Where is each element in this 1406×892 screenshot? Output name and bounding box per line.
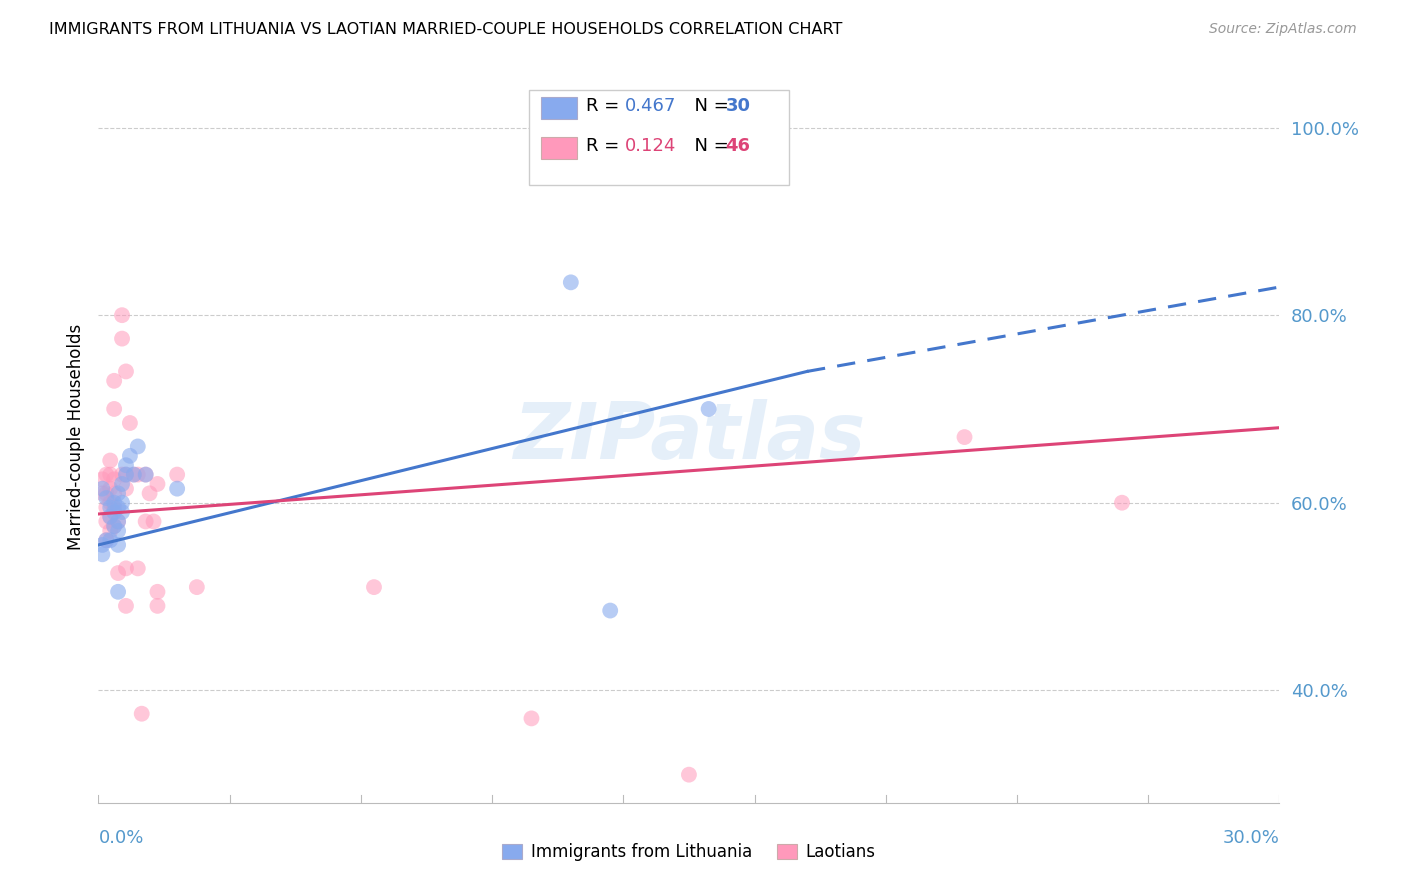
Text: 30.0%: 30.0%	[1223, 829, 1279, 847]
Point	[953, 430, 976, 444]
Point	[103, 505, 125, 519]
Point	[107, 538, 129, 552]
Point	[135, 467, 157, 482]
Point	[118, 416, 141, 430]
Point	[166, 467, 188, 482]
Point	[103, 486, 125, 500]
Point	[98, 533, 121, 548]
Point	[103, 500, 125, 515]
Point	[166, 482, 188, 496]
Point	[599, 603, 621, 617]
Point	[91, 547, 114, 561]
Point	[131, 706, 153, 721]
Point	[103, 496, 125, 510]
Point	[127, 561, 149, 575]
Text: N =: N =	[683, 96, 734, 115]
Point	[107, 500, 129, 515]
Point	[103, 519, 125, 533]
Text: ZIPatlas: ZIPatlas	[513, 399, 865, 475]
Point	[91, 486, 114, 500]
Point	[146, 477, 169, 491]
Point	[135, 515, 157, 529]
Text: R =: R =	[586, 96, 626, 115]
Y-axis label: Married-couple Households: Married-couple Households	[66, 324, 84, 550]
Point	[138, 486, 160, 500]
Point	[107, 486, 129, 500]
Point	[107, 566, 129, 580]
Point	[111, 332, 134, 346]
Point	[98, 509, 121, 524]
Point	[96, 533, 118, 548]
Point	[96, 467, 118, 482]
Point	[142, 515, 165, 529]
Point	[103, 519, 125, 533]
Point	[118, 449, 141, 463]
Point	[520, 711, 543, 725]
Text: 46: 46	[725, 137, 751, 155]
Point	[103, 472, 125, 486]
Point	[363, 580, 385, 594]
Point	[107, 515, 129, 529]
Point	[91, 482, 114, 496]
Point	[103, 401, 125, 416]
Point	[115, 467, 138, 482]
Point	[96, 486, 118, 500]
Point	[98, 467, 121, 482]
Point	[96, 491, 118, 505]
Point	[1111, 496, 1133, 510]
Point	[111, 496, 134, 510]
Text: IMMIGRANTS FROM LITHUANIA VS LAOTIAN MARRIED-COUPLE HOUSEHOLDS CORRELATION CHART: IMMIGRANTS FROM LITHUANIA VS LAOTIAN MAR…	[49, 22, 842, 37]
Text: 30: 30	[725, 96, 751, 115]
Point	[135, 467, 157, 482]
Point	[107, 515, 129, 529]
Point	[115, 458, 138, 473]
Point	[697, 401, 720, 416]
Point	[98, 453, 121, 467]
Point	[146, 599, 169, 613]
Point	[122, 467, 145, 482]
Text: Source: ZipAtlas.com: Source: ZipAtlas.com	[1209, 22, 1357, 37]
FancyBboxPatch shape	[541, 137, 576, 159]
Point	[186, 580, 208, 594]
FancyBboxPatch shape	[530, 90, 789, 185]
Point	[115, 364, 138, 378]
Point	[91, 538, 114, 552]
Point	[115, 482, 138, 496]
Point	[107, 584, 129, 599]
Point	[115, 599, 138, 613]
Point	[96, 533, 118, 548]
Point	[103, 374, 125, 388]
Point	[146, 584, 169, 599]
Point	[98, 496, 121, 510]
Text: 0.0%: 0.0%	[98, 829, 143, 847]
Point	[115, 467, 138, 482]
Point	[98, 509, 121, 524]
Point	[98, 524, 121, 538]
Text: 0.124: 0.124	[626, 137, 676, 155]
Point	[96, 500, 118, 515]
Legend: Immigrants from Lithuania, Laotians: Immigrants from Lithuania, Laotians	[496, 837, 882, 868]
Point	[111, 505, 134, 519]
Point	[115, 561, 138, 575]
Point	[560, 276, 582, 290]
Point	[111, 467, 134, 482]
Point	[122, 467, 145, 482]
Point	[127, 467, 149, 482]
Text: R =: R =	[586, 137, 626, 155]
Point	[111, 477, 134, 491]
Point	[678, 767, 700, 781]
Text: 0.467: 0.467	[626, 96, 676, 115]
Point	[98, 482, 121, 496]
Point	[98, 500, 121, 515]
Point	[111, 308, 134, 322]
Text: N =: N =	[683, 137, 734, 155]
Point	[91, 472, 114, 486]
FancyBboxPatch shape	[541, 97, 576, 119]
Point	[96, 515, 118, 529]
Point	[127, 440, 149, 454]
Point	[107, 524, 129, 538]
